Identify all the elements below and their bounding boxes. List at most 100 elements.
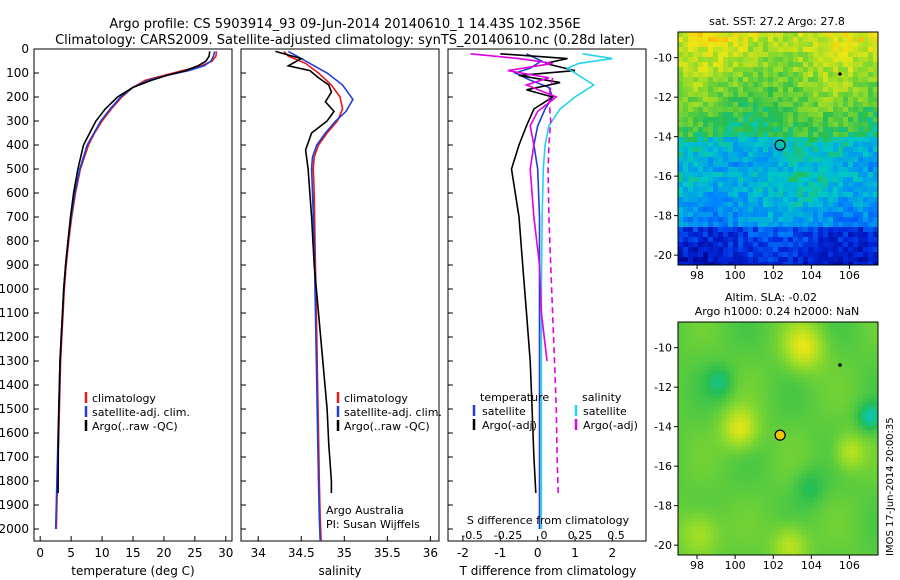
heatmap-cell xyxy=(730,466,735,471)
heatmap-cell xyxy=(813,107,819,113)
heatmap-cell xyxy=(762,370,767,375)
heatmap-cell xyxy=(803,217,809,223)
heatmap-cell xyxy=(682,518,687,523)
heatmap-cell xyxy=(858,172,864,178)
heatmap-cell xyxy=(863,47,869,53)
heatmap-cell xyxy=(774,422,779,427)
temperature-plot-frame xyxy=(33,48,233,542)
heatmap-cell xyxy=(702,342,707,347)
heatmap-cell xyxy=(810,486,815,491)
heatmap-cell xyxy=(790,426,795,431)
heatmap-cell xyxy=(743,122,749,128)
heatmap-cell xyxy=(738,466,743,471)
heatmap-cell xyxy=(718,374,723,379)
heatmap-cell xyxy=(830,382,835,387)
heatmap-cell xyxy=(718,147,724,153)
heatmap-cell xyxy=(870,366,875,371)
heatmap-cell xyxy=(763,182,769,188)
heatmap-cell xyxy=(830,426,835,431)
heatmap-cell xyxy=(758,510,763,515)
heatmap-cell xyxy=(803,112,809,118)
heatmap-cell xyxy=(828,157,834,163)
heatmap-cell xyxy=(788,262,794,265)
heatmap-cell xyxy=(818,182,824,188)
heatmap-cell xyxy=(786,474,791,479)
heatmap-cell xyxy=(703,212,709,218)
heatmap-cell xyxy=(843,172,849,178)
heatmap-cell xyxy=(742,470,747,475)
heatmap-cell xyxy=(734,334,739,339)
heatmap-cell xyxy=(758,262,764,265)
heatmap-cell xyxy=(858,474,863,479)
heatmap-cell xyxy=(726,422,731,427)
heatmap-cell xyxy=(798,57,804,63)
heatmap-cell xyxy=(743,42,749,48)
heatmap-cell xyxy=(838,92,844,98)
heatmap-cell xyxy=(690,526,695,531)
heatmap-cell xyxy=(874,410,878,415)
heatmap-cell xyxy=(762,382,767,387)
heatmap-cell xyxy=(802,410,807,415)
heatmap-cell xyxy=(818,366,823,371)
heatmap-cell xyxy=(798,546,803,551)
heatmap-cell xyxy=(833,172,839,178)
heatmap-cell xyxy=(826,534,831,539)
heatmap-cell xyxy=(678,430,683,435)
heatmap-cell xyxy=(773,117,779,123)
heatmap-cell xyxy=(870,526,875,531)
heatmap-cell xyxy=(798,262,804,265)
heatmap-cell xyxy=(842,394,847,399)
heatmap-cell xyxy=(810,366,815,371)
heatmap-cell xyxy=(858,102,864,108)
heatmap-cell xyxy=(868,37,874,43)
heatmap-cell xyxy=(868,92,874,98)
heatmap-cell xyxy=(678,202,684,208)
heatmap-cell xyxy=(798,52,804,58)
heatmap-cell xyxy=(843,252,849,258)
heatmap-cell xyxy=(718,32,724,38)
heatmap-cell xyxy=(823,97,829,103)
heatmap-cell xyxy=(798,410,803,415)
top-x-tick-label: -0.25 xyxy=(494,529,522,542)
heatmap-cell xyxy=(783,182,789,188)
heatmap-cell xyxy=(702,322,707,327)
heatmap-cell xyxy=(833,212,839,218)
heatmap-cell xyxy=(743,62,749,68)
heatmap-cell xyxy=(843,177,849,183)
heatmap-cell xyxy=(778,37,784,43)
heatmap-cell xyxy=(678,474,683,479)
heatmap-cell xyxy=(678,394,683,399)
heatmap-cell xyxy=(798,167,804,173)
heatmap-cell xyxy=(738,386,743,391)
heatmap-cell xyxy=(790,402,795,407)
heatmap-cell xyxy=(838,82,844,88)
heatmap-cell xyxy=(774,362,779,367)
heatmap-cell xyxy=(798,414,803,419)
heatmap-cell xyxy=(746,410,751,415)
heatmap-cell xyxy=(690,370,695,375)
heatmap-cell xyxy=(863,172,869,178)
heatmap-cell xyxy=(778,442,783,447)
heatmap-cell xyxy=(714,430,719,435)
heatmap-cell xyxy=(862,490,867,495)
heatmap-cell xyxy=(748,107,754,113)
heatmap-cell xyxy=(762,438,767,443)
heatmap-cell xyxy=(814,506,819,511)
heatmap-cell xyxy=(793,247,799,253)
heatmap-cell xyxy=(730,426,735,431)
heatmap-cell xyxy=(743,167,749,173)
heatmap-cell xyxy=(738,538,743,543)
heatmap-cell xyxy=(738,330,743,335)
heatmap-cell xyxy=(830,490,835,495)
heatmap-cell xyxy=(826,362,831,367)
heatmap-cell xyxy=(730,342,735,347)
heatmap-cell xyxy=(693,177,699,183)
heatmap-cell xyxy=(854,406,859,411)
heatmap-cell xyxy=(770,466,775,471)
heatmap-cell xyxy=(733,112,739,118)
heatmap-cell xyxy=(843,102,849,108)
heatmap-cell xyxy=(834,446,839,451)
heatmap-cell xyxy=(818,32,824,38)
heatmap-cell xyxy=(694,530,699,535)
heatmap-cell xyxy=(873,137,878,143)
